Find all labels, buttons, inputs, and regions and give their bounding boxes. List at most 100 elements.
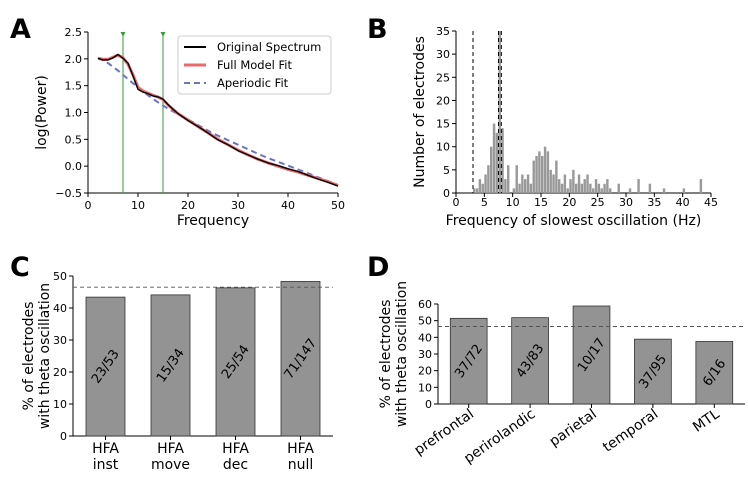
a-xtick-label: 0 bbox=[85, 199, 92, 212]
b-hist-bar bbox=[682, 188, 686, 193]
b-xtick-label: 35 bbox=[647, 196, 661, 209]
b-hist-bar bbox=[526, 174, 530, 193]
a-legend-label: Original Spectrum bbox=[217, 40, 321, 54]
b-hist-bar bbox=[492, 123, 496, 193]
b-hist-bar bbox=[600, 188, 603, 193]
b-hist-bar bbox=[648, 183, 652, 193]
b-hist-bar bbox=[543, 146, 547, 193]
c-ytick-label: 10 bbox=[53, 398, 67, 411]
b-hist-bar bbox=[566, 188, 569, 193]
c-category-label: HFA null bbox=[287, 441, 314, 473]
d-ytick-label: 20 bbox=[418, 365, 432, 378]
b-hist-bar bbox=[484, 174, 487, 193]
c-ylabel: % of electrodeswith theta oscillation bbox=[21, 283, 53, 429]
a-ytick-label: 0.5 bbox=[65, 133, 83, 146]
d-ytick-label: 30 bbox=[418, 348, 432, 361]
a-xtick-label: 20 bbox=[181, 199, 195, 212]
a-series-0 bbox=[97, 53, 339, 187]
b-xtick-label: 40 bbox=[676, 196, 690, 209]
b-hist-bar bbox=[592, 188, 595, 193]
b-ytick-label: 25 bbox=[436, 71, 450, 84]
b-hist-bar bbox=[504, 179, 507, 193]
b-hist-bar bbox=[473, 188, 476, 193]
b-hist-bar bbox=[586, 174, 589, 193]
b-hist-bar bbox=[501, 128, 504, 193]
b-hist-bar bbox=[490, 146, 493, 193]
panel-letter-a: A bbox=[10, 14, 31, 45]
d-bar bbox=[449, 317, 488, 405]
d-bar bbox=[695, 341, 734, 405]
a-ytick-label: −0.5 bbox=[55, 187, 82, 200]
b-ytick-label: 30 bbox=[436, 48, 450, 61]
b-ytick-label: 35 bbox=[436, 25, 450, 38]
a-peak-marker-head bbox=[120, 32, 126, 37]
a-peak-marker-head bbox=[160, 32, 166, 37]
b-ytick-label: 5 bbox=[443, 164, 450, 177]
d-ytick-label: 50 bbox=[418, 315, 432, 328]
b-xtick-label: 25 bbox=[591, 196, 605, 209]
c-bar bbox=[150, 294, 191, 437]
b-hist-bar bbox=[532, 160, 535, 193]
b-hist-bar bbox=[589, 183, 592, 193]
a-legend-label: Full Model Fit bbox=[217, 58, 292, 72]
b-hist-bar bbox=[597, 183, 601, 193]
b-hist-bar bbox=[603, 183, 606, 193]
a-ylabel: log(Power) bbox=[34, 75, 50, 150]
b-hist-bar bbox=[524, 179, 527, 193]
d-ytick-label: 0 bbox=[425, 398, 432, 411]
a-ytick-label: 2.0 bbox=[65, 53, 83, 66]
b-hist-bar bbox=[569, 179, 572, 193]
b-xtick-label: 0 bbox=[453, 196, 460, 209]
a-xtick-label: 10 bbox=[131, 199, 145, 212]
c-ytick-label: 50 bbox=[53, 270, 67, 283]
b-ytick-label: 0 bbox=[443, 187, 450, 200]
b-hist-bar bbox=[628, 188, 632, 193]
b-hist-bar bbox=[518, 183, 521, 193]
b-xtick-label: 5 bbox=[481, 196, 488, 209]
b-hist-bar bbox=[529, 183, 533, 193]
a-xlabel: Frequency bbox=[177, 213, 249, 229]
b-ytick-label: 10 bbox=[436, 141, 450, 154]
c-category-label: HFA dec bbox=[222, 441, 249, 473]
d-category-label: parietal bbox=[547, 406, 600, 450]
a-series-2 bbox=[97, 56, 339, 186]
b-hist-bar bbox=[563, 174, 567, 193]
a-ytick-label: 2.5 bbox=[65, 26, 83, 39]
b-hist-bar bbox=[546, 151, 550, 193]
b-hist-bar bbox=[662, 188, 666, 193]
b-hist-bar bbox=[535, 155, 538, 193]
a-legend-box bbox=[177, 35, 332, 95]
b-hist-bar bbox=[487, 165, 490, 193]
b-xtick-label: 10 bbox=[506, 196, 520, 209]
panel-letter-b: B bbox=[367, 14, 388, 45]
c-category-label: HFA move bbox=[151, 441, 190, 473]
c-bar bbox=[85, 296, 126, 437]
c-ytick-label: 0 bbox=[60, 430, 67, 443]
slowest-oscillation-histogram: 0 5 10 15 20 25 30 35 40 45 0 5 10 15 20 25 30 35 Frequenc… bbox=[412, 25, 718, 229]
region-theta-bar-chart: 010203040506037/72prefrontal43/83perirol… bbox=[378, 281, 745, 467]
c-bar bbox=[280, 281, 321, 437]
a-xtick-label: 40 bbox=[281, 199, 295, 212]
panel-letter-d: D bbox=[367, 252, 389, 283]
b-hist-bar bbox=[498, 31, 501, 193]
b-ytick-label: 15 bbox=[436, 118, 450, 131]
d-ytick-label: 10 bbox=[418, 381, 432, 394]
d-ytick-label: 40 bbox=[418, 331, 432, 344]
d-bar bbox=[511, 317, 549, 405]
b-hist-bar bbox=[606, 179, 609, 193]
b-hist-bar bbox=[583, 179, 586, 193]
b-hist-bar bbox=[481, 183, 484, 193]
d-category-label: MTL bbox=[690, 406, 723, 436]
b-ylabel: Number of electrodes bbox=[412, 36, 428, 188]
a-ytick-label: 1.5 bbox=[65, 80, 83, 93]
b-hist-bar bbox=[594, 179, 598, 193]
a-xtick-label: 50 bbox=[331, 199, 345, 212]
b-hist-bar bbox=[575, 183, 578, 193]
c-ytick-label: 40 bbox=[53, 302, 67, 315]
d-ytick-label: 60 bbox=[418, 298, 432, 311]
b-hist-bar bbox=[637, 179, 640, 193]
b-hist-bar bbox=[478, 179, 482, 193]
c-category-label: HFA inst bbox=[92, 441, 119, 473]
b-hist-bar bbox=[577, 174, 581, 193]
